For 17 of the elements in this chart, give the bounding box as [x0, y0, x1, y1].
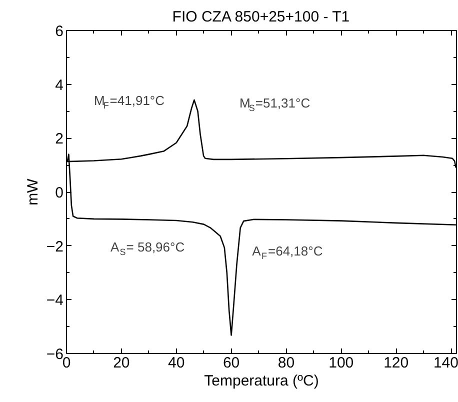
y-tick-label: 6: [55, 23, 64, 40]
x-tick-label: 80: [278, 354, 295, 372]
y-tick-label: 2: [55, 130, 64, 148]
x-axis-title: Temperatura (ºC): [204, 372, 319, 390]
y-tick-label: −6: [46, 346, 64, 363]
y-tick-label: −2: [46, 238, 64, 256]
y-tick-label: −4: [46, 292, 64, 310]
x-tick-label: 20: [113, 354, 130, 372]
y-axis-title: mW: [24, 178, 42, 206]
x-tick-label: 100: [328, 354, 354, 372]
y-tick-label: 4: [55, 76, 64, 94]
x-tick-label: 140: [433, 354, 458, 372]
x-tick-label: 60: [222, 354, 240, 372]
x-tick-label: 40: [168, 354, 185, 372]
chart-title: FIO CZA 850+25+100 - T1: [172, 8, 350, 26]
y-tick-label: 0: [55, 184, 64, 202]
x-tick-label: 120: [384, 354, 409, 372]
